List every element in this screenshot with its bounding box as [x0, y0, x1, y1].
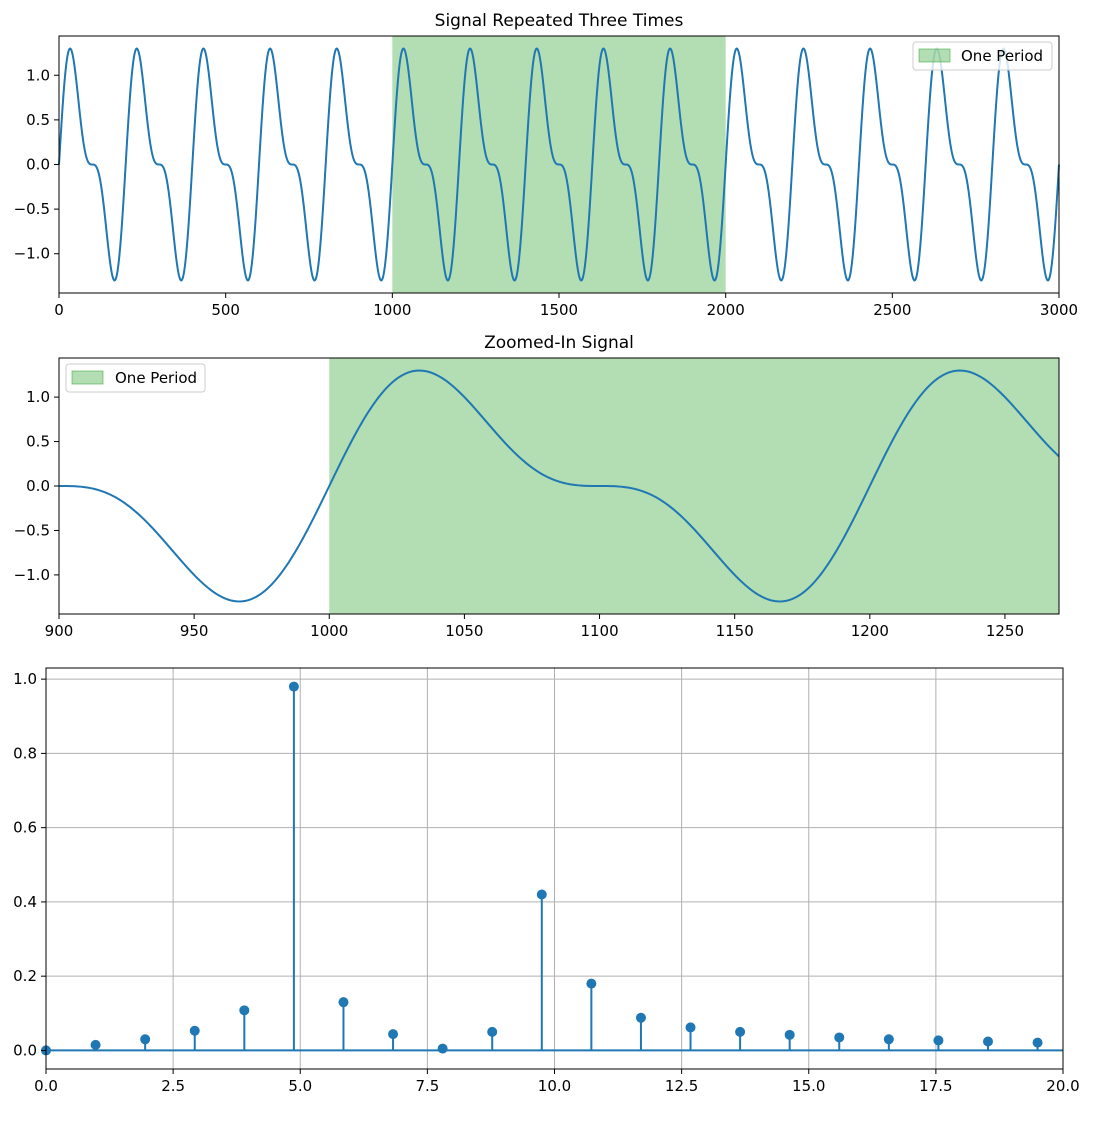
x-tick-label: 1250: [986, 622, 1024, 640]
x-tick-label: 20.0: [1046, 1077, 1079, 1095]
zoomed-in-plot-background: [59, 358, 1059, 614]
stem-marker: [338, 997, 349, 1008]
stem-series: [94, 686, 1039, 1051]
x-tick-label: 5.0: [288, 1077, 312, 1095]
stem-marker: [586, 978, 597, 989]
x-tick-label: 1150: [716, 622, 754, 640]
x-axis-ticks: 0 500 1000 1500 2000 2500 3000: [54, 293, 1078, 319]
chart-title: Zoomed-In Signal: [484, 333, 634, 353]
x-axis-ticks: 900 950 1000 1050 1100 1150 1200 1250: [45, 614, 1024, 640]
x-tick-label: 2000: [707, 301, 745, 319]
y-axis-ticks: −1.0 −0.5 0.0 0.5 1.0: [14, 388, 59, 584]
stem-marker: [635, 1012, 646, 1023]
y-tick-label: −0.5: [14, 521, 50, 539]
stem-marker: [388, 1029, 399, 1040]
stem-marker: [834, 1032, 845, 1043]
y-tick-label: 1.0: [13, 670, 37, 688]
x-tick-label: 7.5: [415, 1077, 439, 1095]
x-tick-label: 15.0: [792, 1077, 825, 1095]
stem-marker: [933, 1035, 944, 1046]
stem-marker: [883, 1034, 894, 1045]
signal-line: [59, 369, 1060, 603]
stem-markers: [41, 681, 1043, 1056]
x-tick-label: 12.5: [665, 1077, 698, 1095]
x-tick-label: 1000: [373, 301, 411, 319]
stem-marker: [487, 1026, 498, 1037]
x-tick-label: 2.5: [161, 1077, 185, 1095]
y-axis-ticks: −1.0 −0.5 0.0 0.5 1.0: [14, 66, 59, 263]
x-axis-ticks: 0.0 2.5 5.0 7.5 10.0 12.5 15.0 17.5 20.0: [34, 1069, 1080, 1095]
legend-label: One Period: [961, 47, 1043, 65]
stem-marker: [239, 1005, 250, 1016]
y-tick-label: 0.0: [26, 477, 50, 495]
x-tick-label: 0: [54, 301, 64, 319]
y-tick-label: 0.5: [26, 433, 50, 451]
plot-frame: [58, 35, 1060, 294]
stem-marker: [189, 1025, 200, 1036]
x-tick-label: 1200: [851, 622, 889, 640]
x-tick-label: 1100: [580, 622, 618, 640]
x-tick-label: 17.5: [919, 1077, 952, 1095]
stem-marker: [1032, 1037, 1043, 1048]
legend-label: One Period: [115, 369, 197, 387]
y-tick-label: 0.4: [13, 893, 37, 911]
x-tick-label: 950: [180, 622, 209, 640]
x-tick-label: 0.0: [34, 1077, 58, 1095]
y-tick-label: 0.0: [13, 1041, 37, 1059]
stem-marker: [685, 1022, 696, 1033]
stem-marker: [735, 1026, 746, 1037]
x-tick-label: 1000: [310, 622, 348, 640]
plot-frame: [45, 667, 1064, 1070]
y-tick-label: −1.0: [14, 566, 50, 584]
stem-marker: [437, 1043, 448, 1054]
legend: One Period: [65, 363, 206, 393]
x-tick-label: 3000: [1040, 301, 1078, 319]
x-tick-label: 1050: [445, 622, 483, 640]
stem-marker: [536, 889, 547, 900]
x-tick-label: 10.0: [538, 1077, 571, 1095]
legend-swatch: [918, 48, 951, 63]
zoomed-in-panel: 900 950 1000 1050 1100 1150 1200 1250 −1.0 −0.5 0…: [14, 333, 1060, 640]
x-tick-label: 500: [211, 301, 240, 319]
legend: One Period: [912, 41, 1053, 71]
y-tick-label: 1.0: [26, 66, 50, 84]
legend-swatch: [71, 370, 104, 385]
chart-title: Signal Repeated Three Times: [435, 11, 684, 31]
y-tick-label: −0.5: [14, 200, 50, 218]
x-tick-label: 900: [45, 622, 74, 640]
y-axis-ticks: 0.0 0.2 0.4 0.6 0.8 1.0: [13, 670, 46, 1059]
y-tick-label: −1.0: [14, 245, 50, 263]
x-tick-label: 1500: [540, 301, 578, 319]
y-tick-label: 0.5: [26, 111, 50, 129]
stem-marker: [982, 1036, 993, 1047]
x-tick-label: 2500: [873, 301, 911, 319]
stem-marker: [784, 1029, 795, 1040]
y-tick-label: 0.6: [13, 819, 37, 837]
y-tick-label: 1.0: [26, 388, 50, 406]
stem-marker: [288, 681, 299, 692]
y-tick-label: 0.0: [26, 156, 50, 174]
y-tick-label: 0.2: [13, 967, 37, 985]
one-period-shaded-span: [329, 358, 1059, 614]
signal-line: [58, 47, 1060, 282]
y-tick-label: 0.8: [13, 744, 37, 762]
stem-marker: [140, 1034, 151, 1045]
stem-marker: [90, 1039, 101, 1050]
plot-frame: [58, 357, 1060, 615]
signal-repeated-panel: 0 500 1000 1500 2000 2500 3000 −1.0 −0.5 0.0 0.5 1…: [14, 11, 1079, 319]
spectrum-panel: 0.0 2.5 5.0 7.5 10.0 12.5 15.0 17.5 20.0 0.00.20…: [13, 667, 1080, 1095]
